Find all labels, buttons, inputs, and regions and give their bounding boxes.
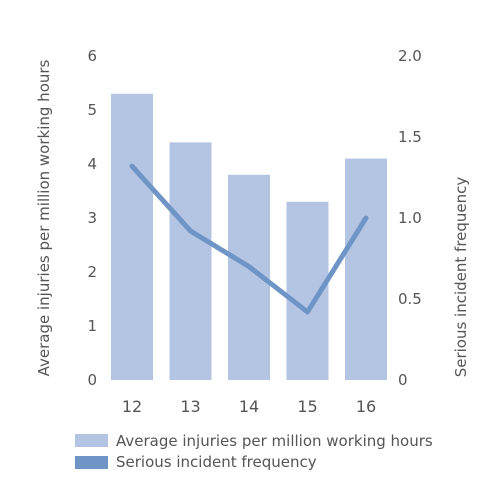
right-axis: 0 0.5 1.0 1.5 2.0: [398, 47, 422, 389]
legend-swatch-line: [75, 456, 108, 469]
bar-12: [111, 94, 153, 380]
bar-13: [170, 142, 212, 380]
y-tick-right-1.5: 1.5: [398, 128, 422, 146]
left-axis: 0 1 2 3 4 5 6: [87, 47, 97, 389]
y-tick-left-5: 5: [87, 101, 97, 119]
y-tick-left-6: 6: [87, 47, 97, 65]
legend-label-bars: Average injuries per million working hou…: [116, 432, 433, 450]
legend-label-line: Serious incident frequency: [116, 453, 317, 471]
y-tick-left-4: 4: [87, 155, 97, 173]
y-tick-left-0: 0: [87, 371, 97, 389]
y-axis-label-left: Average injuries per million working hou…: [35, 59, 53, 376]
x-tick-16: 16: [356, 397, 376, 416]
x-tick-14: 14: [239, 397, 259, 416]
x-tick-15: 15: [297, 397, 317, 416]
y-tick-left-3: 3: [87, 209, 97, 227]
y-tick-right-0: 0: [398, 371, 408, 389]
x-tick-13: 13: [180, 397, 200, 416]
x-tick-12: 12: [122, 397, 142, 416]
y-tick-right-0.5: 0.5: [398, 290, 422, 308]
legend: Average injuries per million working hou…: [75, 432, 433, 471]
legend-swatch-bars: [75, 434, 108, 447]
x-axis: 12 13 14 15 16: [122, 397, 376, 416]
bar-16: [345, 159, 387, 380]
y-tick-right-2.0: 2.0: [398, 47, 422, 65]
bars-layer: [111, 94, 387, 380]
y-tick-left-1: 1: [87, 317, 97, 335]
y-tick-right-1.0: 1.0: [398, 209, 422, 227]
y-tick-left-2: 2: [87, 263, 97, 281]
y-axis-label-right: Serious incident frequency: [452, 177, 470, 378]
